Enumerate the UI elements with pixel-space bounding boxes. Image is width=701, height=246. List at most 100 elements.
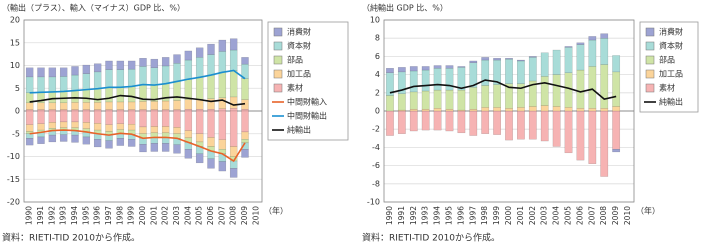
bar: [173, 63, 181, 82]
bar: [588, 108, 597, 112]
legend-label: 素材: [659, 83, 675, 93]
bar: [600, 33, 609, 39]
plot-frame: [23, 19, 263, 203]
bar: [386, 95, 394, 112]
bar: [207, 54, 215, 76]
legend-swatch: [645, 69, 655, 79]
y-tick-label: 0: [15, 107, 20, 116]
bar: [116, 101, 125, 110]
bar: [588, 66, 597, 109]
bar: [433, 108, 442, 112]
bar: [229, 70, 238, 98]
x-tick-label: 2005: [195, 206, 204, 225]
line: [29, 129, 246, 163]
bar: [82, 136, 91, 145]
bar: [184, 149, 193, 159]
x-tick-label: 1995: [81, 206, 90, 225]
y-tick-label: -10: [7, 152, 20, 161]
bar: [433, 68, 442, 91]
line: [29, 69, 246, 94]
bar: [59, 102, 68, 110]
bar: [105, 60, 113, 70]
bar: [184, 78, 193, 100]
bar: [528, 56, 537, 58]
legend-swatch: [645, 55, 655, 65]
bar: [421, 69, 430, 92]
bar: [184, 50, 193, 61]
bar: [173, 110, 181, 128]
bar: [71, 66, 79, 76]
bar: [421, 90, 430, 110]
y-tick-label: -15: [7, 175, 20, 184]
bar: [481, 85, 490, 108]
x-tick-label: 2003: [540, 206, 549, 225]
bar: [218, 97, 227, 109]
bar: [184, 108, 193, 112]
x-tick-label: 2005: [564, 206, 573, 225]
bar: [105, 69, 113, 88]
bar: [409, 66, 418, 72]
bar: [150, 126, 159, 134]
bar: [218, 139, 227, 150]
legend-label: 中間財輸入: [287, 97, 327, 107]
bar: [195, 57, 204, 78]
bar: [161, 143, 170, 152]
bar: [517, 107, 525, 112]
bar: [161, 65, 170, 84]
x-tick-label: 2007: [587, 206, 596, 225]
bar: [481, 57, 490, 61]
bar: [127, 86, 136, 103]
legend-swatch: [645, 41, 655, 51]
x-tick-label: 2004: [183, 206, 192, 225]
bar: [481, 110, 490, 134]
x-tick-label: 1996: [456, 206, 465, 225]
bar: [397, 93, 406, 111]
bar: [612, 149, 621, 153]
bar: [173, 127, 181, 134]
bar: [150, 101, 159, 110]
legend-label: 消費財: [659, 27, 683, 37]
x-tick-label: 2000: [138, 206, 147, 225]
legend-label: 加工品: [659, 69, 683, 79]
y-tick-label: 2: [375, 88, 380, 97]
bar: [218, 110, 227, 140]
bar: [505, 58, 513, 84]
bar: [59, 110, 68, 123]
x-tick-label: 1990: [385, 206, 394, 225]
bar: [469, 110, 478, 136]
bar: [540, 76, 549, 106]
bar: [139, 66, 147, 85]
bar: [161, 100, 170, 110]
x-tick-label: 2001: [516, 206, 525, 225]
bar: [481, 107, 490, 112]
legend-label: 部品: [659, 55, 675, 65]
bar: [576, 42, 585, 45]
bar: [48, 109, 57, 112]
y-tick-label: 5: [15, 84, 20, 93]
bar: [127, 123, 136, 131]
legend-swatch: [645, 27, 655, 37]
x-tick-label: 1991: [397, 206, 406, 225]
bar: [576, 108, 585, 112]
x-tick-label: 1999: [492, 206, 501, 225]
bar: [552, 49, 561, 75]
bar: [397, 110, 406, 134]
bar: [195, 108, 204, 112]
x-tick-label: 1994: [70, 206, 79, 225]
bar: [552, 110, 561, 147]
bar: [409, 70, 418, 93]
legend-label: 資本財: [659, 41, 683, 51]
x-tick-label: 2009: [240, 206, 249, 225]
bar: [588, 39, 597, 67]
bar: [59, 109, 68, 112]
x-tick-label: 1992: [47, 206, 56, 225]
bar: [116, 60, 125, 70]
bar: [517, 60, 525, 84]
bar: [184, 59, 193, 80]
bar: [600, 64, 609, 109]
bar: [37, 67, 45, 78]
legend-swatch: [273, 83, 283, 93]
bar: [564, 107, 573, 112]
bar: [82, 122, 91, 129]
y-tick-label: 8: [375, 34, 380, 43]
